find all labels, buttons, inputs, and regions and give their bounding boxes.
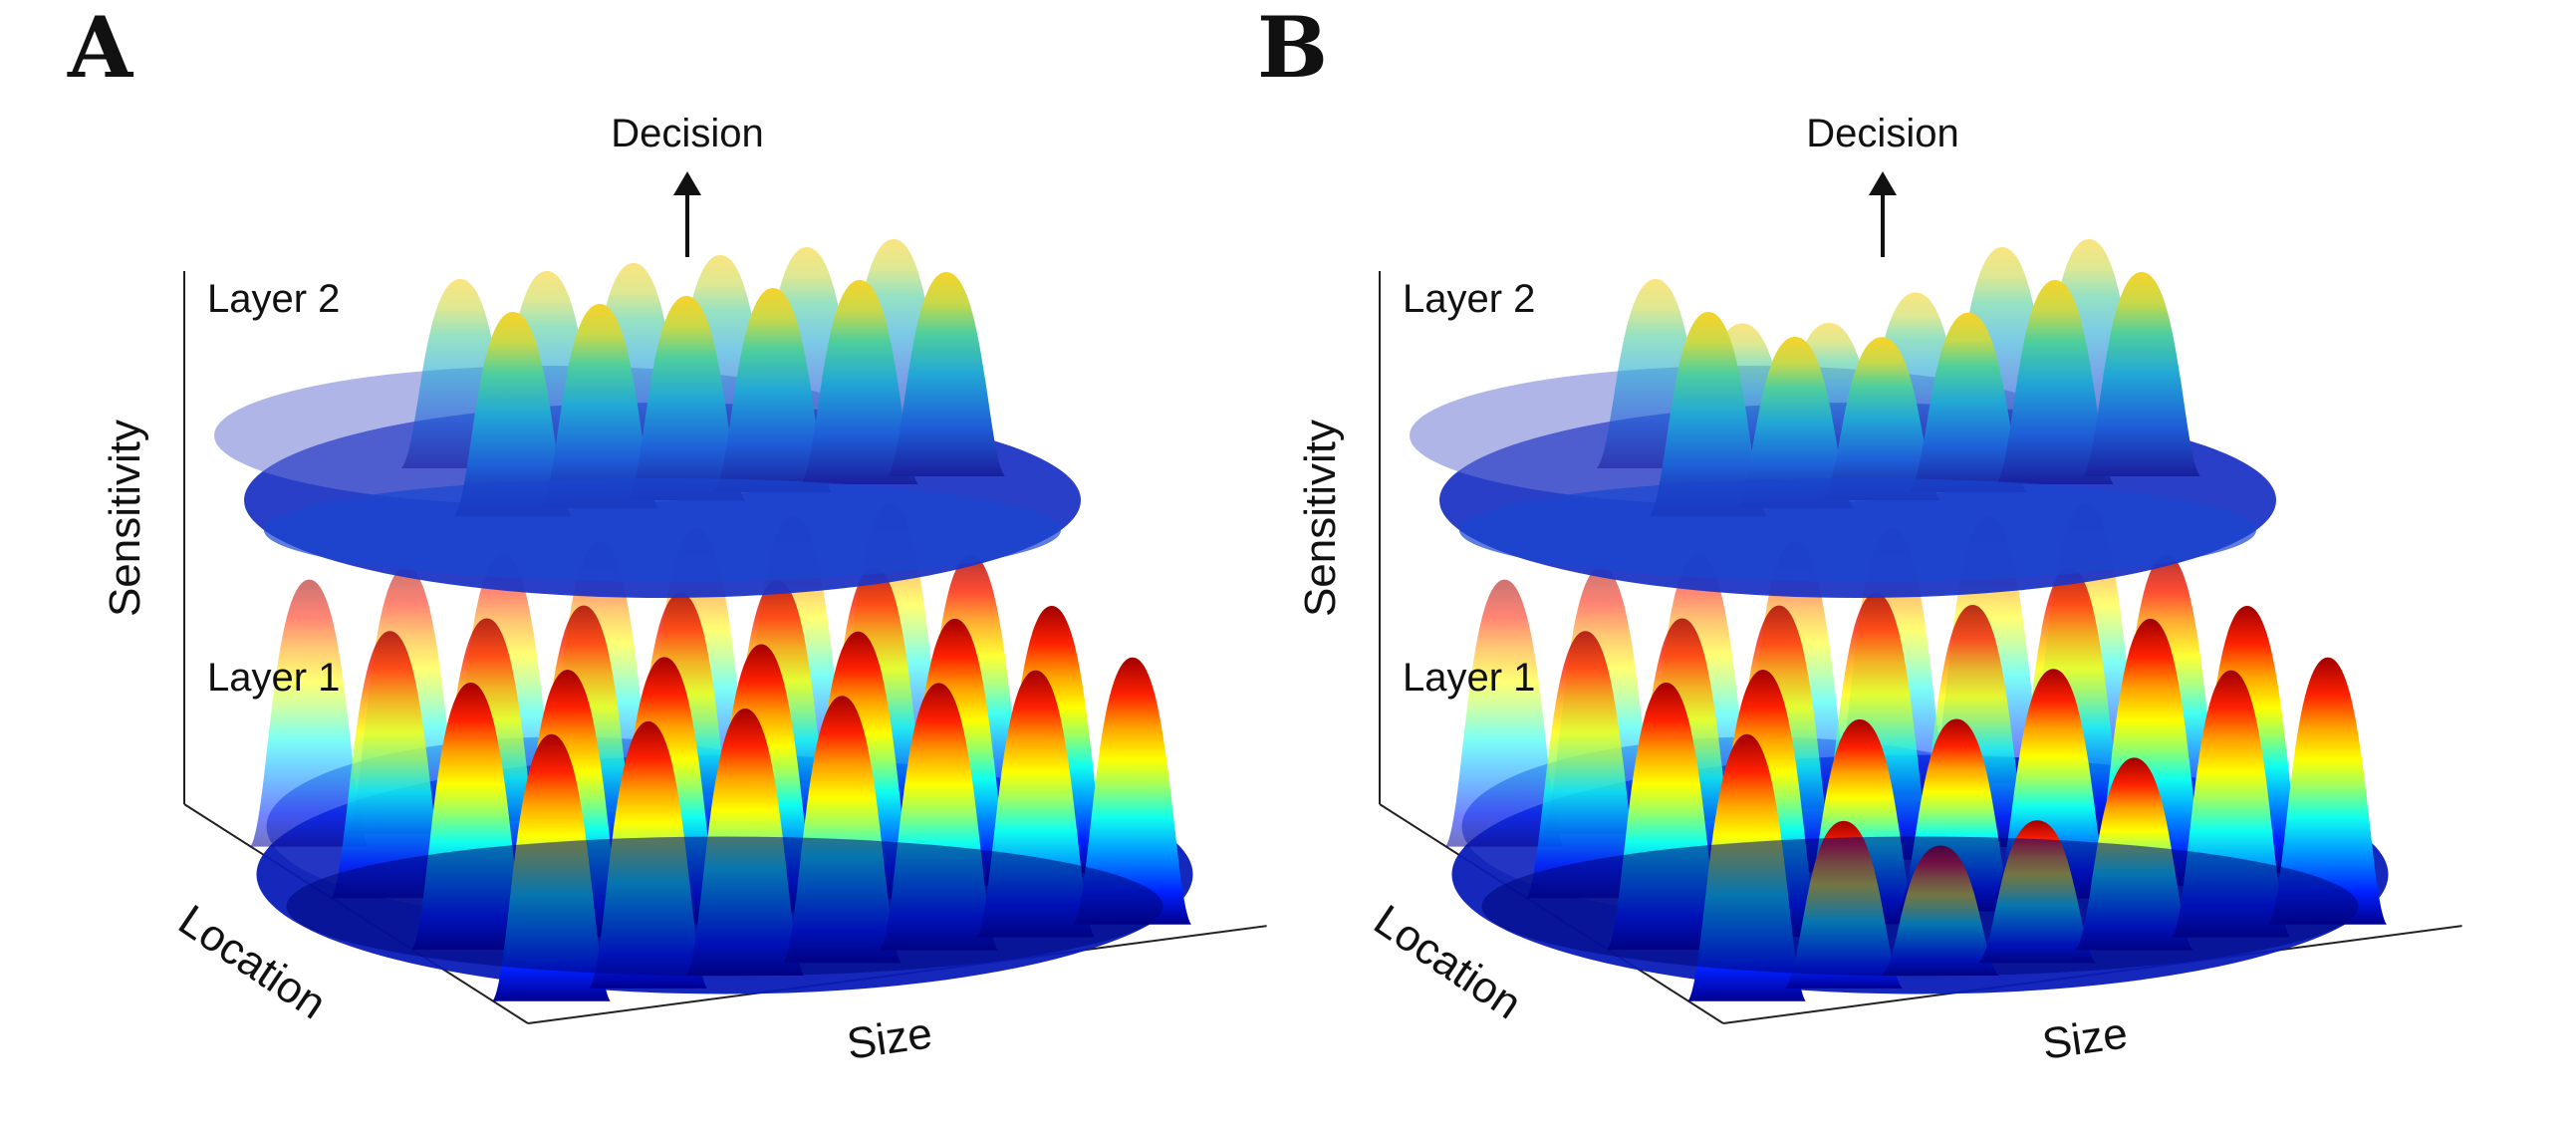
- layer-2-floor-shade: [1459, 478, 2256, 582]
- layer-1-floor-shade: [286, 836, 1163, 977]
- panel-b: B Decision Layer 2 Layer 1 Sensitivity L…: [1195, 0, 2483, 1134]
- layer-2-peak: [2083, 272, 2200, 476]
- layer-2-peak: [1996, 280, 2114, 484]
- layer-1-peak: [2268, 657, 2387, 925]
- layer-1-surface: [1445, 502, 2389, 1001]
- layer-1-peak: [331, 631, 449, 899]
- panel-letter: A: [68, 0, 133, 97]
- layer-2-surface: [1410, 239, 2276, 598]
- layer-2-surface: [214, 239, 1081, 598]
- decision-arrow: [1869, 171, 1897, 257]
- panel-a: A Decision Layer 2 Layer 1 Sensitivity L…: [68, 0, 1267, 1069]
- layer-2-peak: [628, 296, 745, 500]
- decision-label: Decision: [611, 112, 764, 155]
- layer-1-label: Layer 1: [1403, 656, 1536, 700]
- decision-label: Decision: [1806, 112, 1959, 155]
- layer-2-label: Layer 2: [1403, 277, 1536, 321]
- layer-1-surface: [250, 502, 1193, 1001]
- layer-2-peak: [1650, 312, 1767, 516]
- layer-2-peak: [801, 280, 918, 484]
- layer-1-peak: [250, 579, 369, 847]
- panel-a-plot: [183, 171, 1267, 1024]
- sensitivity-axis-label: Sensitivity: [101, 419, 149, 618]
- layer-2-peak: [1910, 312, 2027, 492]
- layer-1-peak: [1073, 657, 1191, 925]
- panel-b-plot: [1379, 171, 2462, 1024]
- layer-2-peak: [1823, 337, 1940, 500]
- layer-2-floor-shade: [264, 478, 1061, 582]
- layer-1-peak: [1445, 579, 1564, 847]
- layer-2-peak: [714, 288, 832, 492]
- panel-letter: B: [1257, 0, 1328, 97]
- layer-1-peak: [1526, 631, 1645, 899]
- arrow-head-icon: [673, 171, 701, 195]
- layer-2-peak: [454, 312, 572, 516]
- layer-2-peak: [888, 272, 1005, 476]
- sensitivity-axis-label: Sensitivity: [1296, 419, 1345, 618]
- decision-arrow: [673, 171, 701, 257]
- layer-2-peak: [541, 304, 658, 508]
- layer-1-floor-shade: [1481, 836, 2359, 977]
- layer-1-label: Layer 1: [207, 656, 341, 700]
- arrow-head-icon: [1869, 171, 1897, 195]
- layer-2-peak: [1736, 337, 1854, 508]
- layer-2-label: Layer 2: [207, 277, 341, 321]
